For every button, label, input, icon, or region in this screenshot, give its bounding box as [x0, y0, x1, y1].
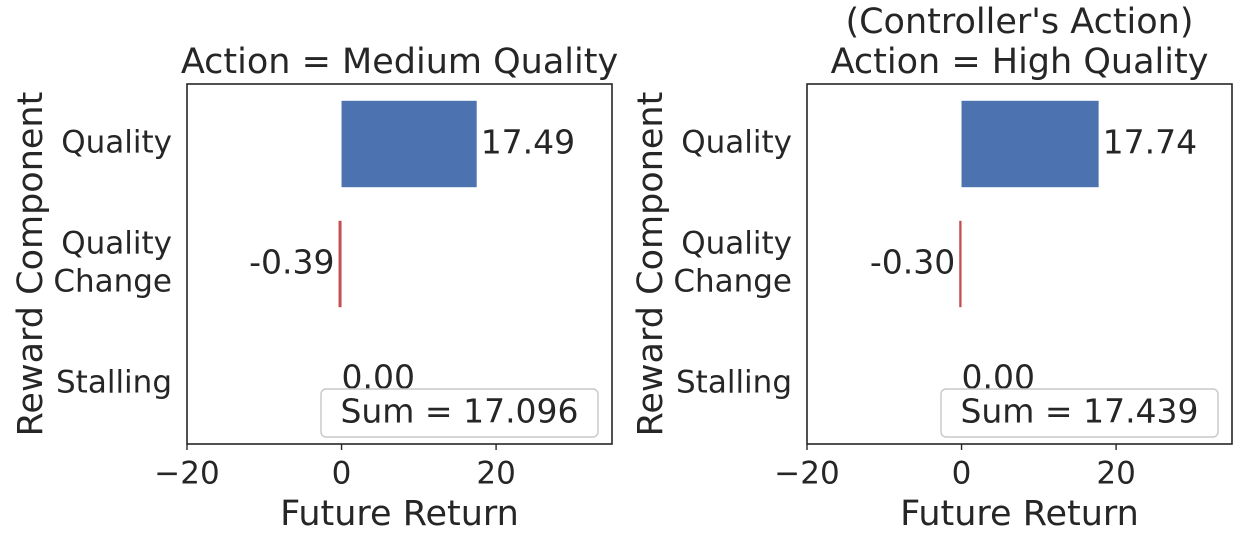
x-tick-label: 0 [332, 456, 352, 492]
y-tick-label: Quality [681, 125, 792, 161]
x-axis-label: Future Return [280, 494, 519, 534]
chart-title: (Controller's Action) Action = High Quali… [831, 2, 1209, 82]
value-label: -0.30 [870, 243, 955, 282]
sum-annotation: Sum = 17.096 [340, 392, 578, 431]
bar-1 [959, 220, 962, 308]
sum-annotation: Sum = 17.439 [960, 392, 1198, 431]
x-tick-label: 0 [952, 456, 972, 492]
bar-0 [341, 100, 477, 188]
value-label: 17.49 [481, 123, 575, 162]
y-axis-label: Reward Component [631, 92, 671, 437]
sum-annotation-box [940, 388, 1219, 438]
plot-frame [186, 83, 613, 445]
value-label: -0.39 [249, 243, 334, 282]
x-axis-label: Future Return [900, 494, 1139, 534]
x-tick-label: 20 [1096, 456, 1135, 492]
chart-title: Action = Medium Quality [181, 42, 618, 82]
y-tick-label: Quality Change [53, 226, 172, 300]
y-tick-label: Stalling [676, 365, 792, 401]
value-label: 17.74 [1103, 123, 1197, 162]
bar-1 [338, 220, 342, 308]
bar-0 [961, 100, 1099, 188]
x-tick-label: −20 [154, 456, 219, 492]
x-tick-label: 20 [476, 456, 515, 492]
y-axis-label: Reward Component [11, 92, 51, 437]
y-tick-label: Stalling [56, 365, 172, 401]
y-tick-label: Quality Change [673, 226, 792, 300]
x-tick-label: −20 [774, 456, 839, 492]
plot-frame [806, 83, 1233, 445]
sum-annotation-box [320, 388, 599, 438]
y-tick-label: Quality [61, 125, 172, 161]
